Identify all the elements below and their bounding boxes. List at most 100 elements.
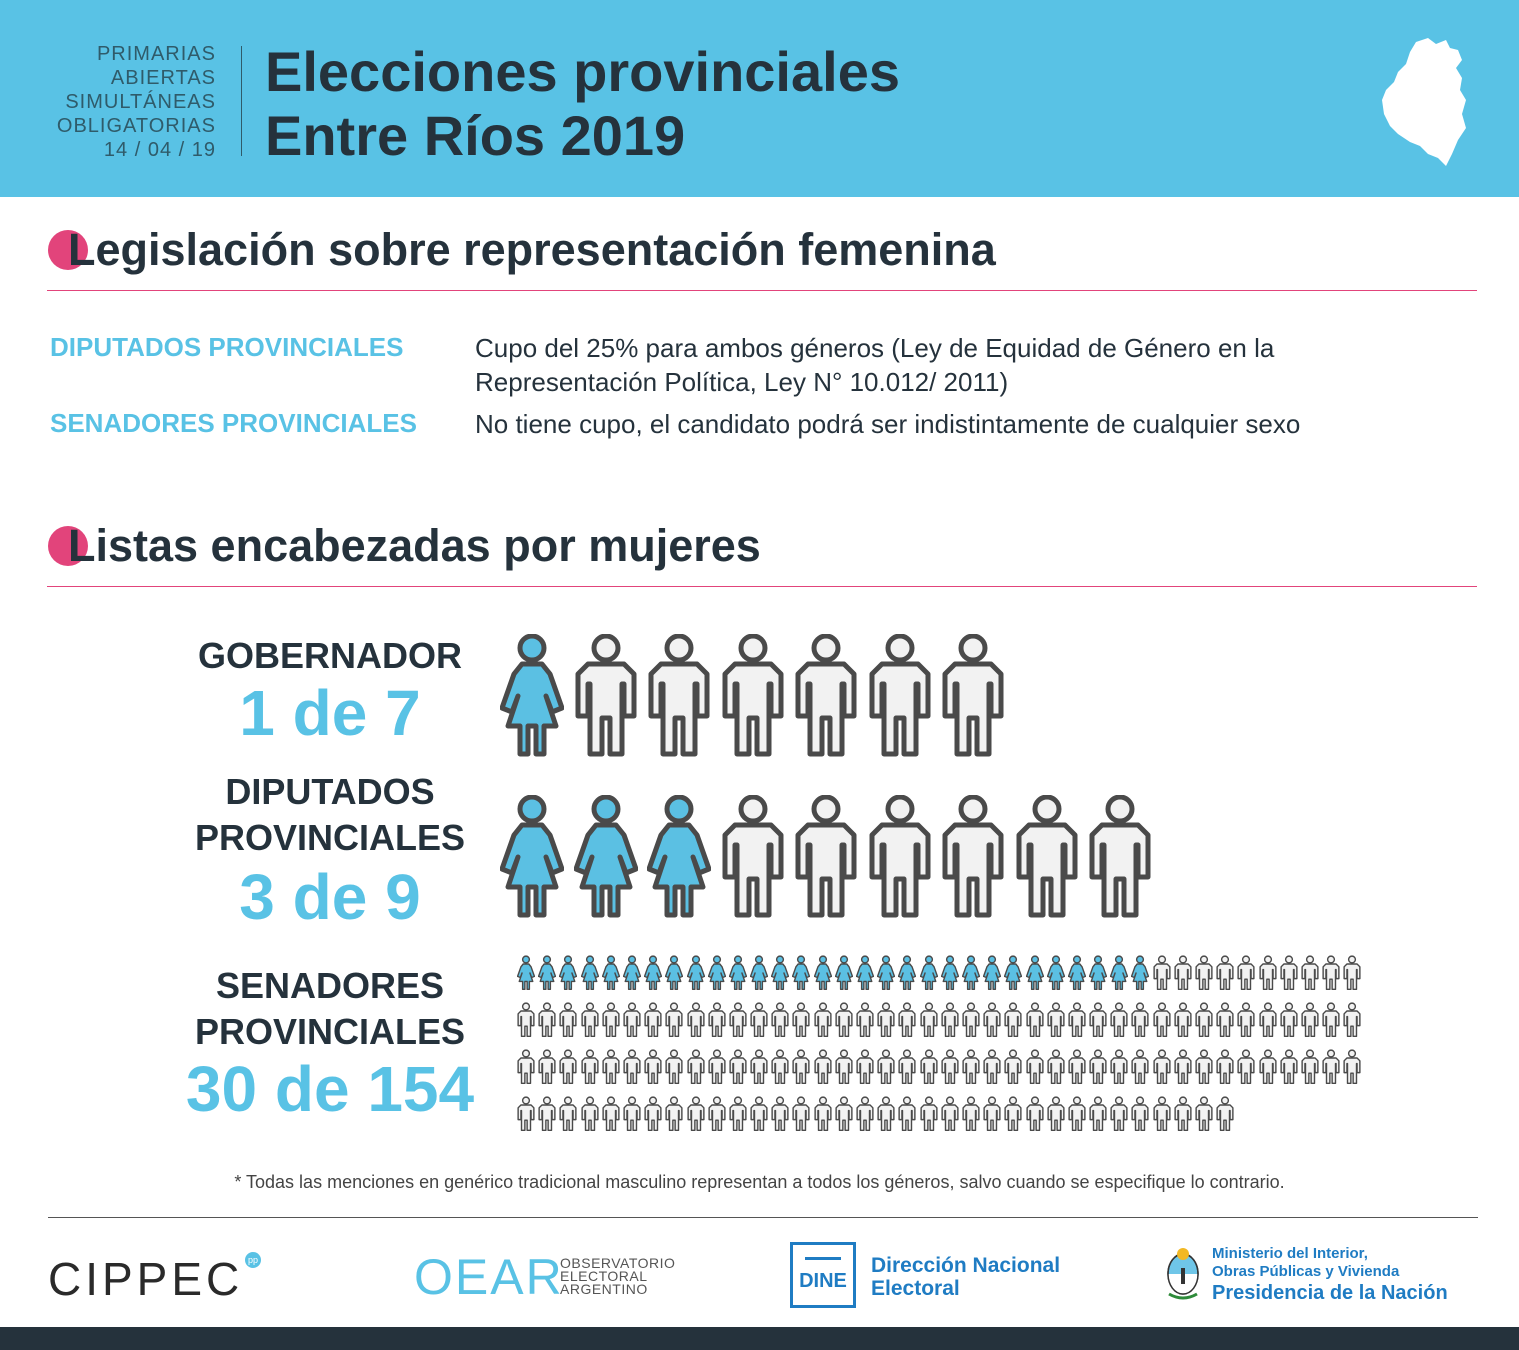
man-figure-icon — [1216, 955, 1234, 991]
footer-divider — [48, 1217, 1478, 1218]
man-figure-icon — [1025, 1002, 1044, 1038]
man-figure-icon — [665, 1096, 683, 1132]
legislation-text-line: No tiene cupo, el candidato podrá ser in… — [475, 409, 1301, 439]
man-figure-icon — [962, 1096, 980, 1132]
man-figure-icon — [623, 1002, 641, 1038]
man-figure-icon — [722, 634, 783, 757]
man-figure-icon — [1047, 1002, 1065, 1038]
man-figure-icon — [559, 1049, 577, 1085]
man-figure-icon — [517, 1049, 535, 1085]
man-figure-icon — [1068, 1002, 1086, 1038]
oear-subtitle-line: OBSERVATORIO — [560, 1255, 676, 1271]
gobernador-label-line: GOBERNADOR — [197, 635, 462, 676]
cippec-logo: CIPPEC — [48, 1253, 244, 1305]
man-figure-icon — [856, 1096, 874, 1132]
man-figure-icon — [983, 1002, 1001, 1038]
man-figure-icon — [644, 1049, 662, 1085]
man-figure-icon — [792, 1096, 811, 1132]
woman-figure-icon — [1004, 955, 1023, 991]
man-figure-icon — [722, 795, 783, 918]
dine-logo-text: DINE — [799, 1270, 847, 1292]
man-figure-icon — [1301, 1002, 1319, 1038]
legislation-section-title: Legislación sobre representación femenin… — [48, 224, 996, 276]
man-figure-icon — [1216, 1096, 1234, 1132]
man-figure-icon — [898, 1049, 916, 1085]
man-figure-icon — [983, 1096, 1001, 1132]
man-figure-icon — [1301, 955, 1319, 991]
page-title: Elecciones provinciales Entre Ríos 2019 — [265, 40, 900, 168]
man-figure-icon — [795, 795, 857, 918]
paso-line-2: ABIERTAS — [110, 67, 216, 89]
woman-figure-icon — [940, 955, 959, 991]
man-figure-icon — [575, 634, 636, 757]
man-figure-icon — [792, 1049, 811, 1085]
man-figure-icon — [1089, 795, 1151, 918]
woman-figure-icon — [750, 955, 769, 991]
man-figure-icon — [602, 1049, 620, 1085]
man-figure-icon — [877, 1049, 895, 1085]
man-figure-icon — [941, 1002, 959, 1038]
woman-figure-icon — [961, 955, 980, 991]
man-figure-icon — [814, 1002, 832, 1038]
gobernador-people-chart — [500, 634, 1015, 758]
man-figure-icon — [538, 1049, 556, 1085]
man-figure-icon — [898, 1002, 916, 1038]
legislation-label-diputados: DIPUTADOS PROVINCIALES — [50, 332, 404, 362]
woman-figure-icon — [573, 795, 638, 918]
man-figure-icon — [1089, 1049, 1107, 1085]
woman-figure-icon — [792, 955, 811, 991]
man-figure-icon — [983, 1049, 1001, 1085]
legislation-text-diputados: Cupo del 25% para ambos géneros (Ley de … — [475, 331, 1485, 399]
man-figure-icon — [1322, 955, 1340, 991]
man-figure-icon — [919, 1049, 938, 1085]
man-figure-icon — [1131, 1049, 1150, 1085]
man-figure-icon — [644, 1096, 662, 1132]
man-figure-icon — [1195, 955, 1213, 991]
header-banner: PRIMARIAS ABIERTAS SIMULTÁNEAS OBLIGATOR… — [0, 0, 1519, 197]
man-figure-icon — [1195, 1096, 1213, 1132]
man-figure-icon — [1068, 1049, 1086, 1085]
diputados-count: 3 de 9 — [239, 861, 421, 933]
man-figure-icon — [1195, 1002, 1213, 1038]
man-figure-icon — [623, 1049, 641, 1085]
man-figure-icon — [1174, 1002, 1192, 1038]
bottom-bar — [0, 1327, 1519, 1350]
paso-line-3: SIMULTÁNEAS — [65, 91, 216, 113]
woman-figure-icon — [580, 955, 599, 991]
woman-figure-icon — [500, 795, 564, 918]
legislation-text-line: Cupo del 25% para ambos géneros (Ley de … — [475, 333, 1275, 363]
dine-name-line: Dirección Nacional — [871, 1254, 1061, 1277]
woman-figure-icon — [1089, 955, 1108, 991]
man-figure-icon — [538, 1096, 556, 1132]
woman-figure-icon — [834, 955, 853, 991]
section-bullet-icon — [48, 526, 88, 566]
man-figure-icon — [729, 1002, 747, 1038]
man-figure-icon — [869, 634, 930, 757]
woman-figure-icon — [517, 955, 535, 991]
page-title-line-1: Elecciones provinciales — [265, 40, 900, 103]
man-figure-icon — [729, 1096, 747, 1132]
man-figure-icon — [1153, 1049, 1171, 1085]
man-figure-icon — [795, 634, 857, 757]
oear-subtitle: OBSERVATORIO ELECTORAL ARGENTINO — [560, 1255, 676, 1296]
man-figure-icon — [919, 1002, 938, 1038]
man-figure-icon — [517, 1096, 535, 1132]
paso-date: 14 / 04 / 19 — [103, 139, 216, 161]
diputados-people-chart — [500, 795, 1162, 919]
man-figure-icon — [729, 1049, 747, 1085]
woman-figure-icon — [622, 955, 641, 991]
man-figure-icon — [1004, 1049, 1022, 1085]
man-figure-icon — [1004, 1096, 1022, 1132]
man-figure-icon — [1237, 955, 1255, 991]
man-figure-icon — [648, 634, 710, 757]
man-figure-icon — [1280, 1049, 1298, 1085]
gobernador-count: 1 de 7 — [239, 677, 421, 749]
man-figure-icon — [942, 634, 1004, 757]
man-figure-icon — [1322, 1049, 1340, 1085]
dine-name: Dirección Nacional Electoral — [871, 1254, 1060, 1300]
man-figure-icon — [1089, 1002, 1107, 1038]
man-figure-icon — [877, 1002, 895, 1038]
man-figure-icon — [919, 1096, 938, 1132]
man-figure-icon — [856, 1002, 874, 1038]
ministry-line: Ministerio del Interior, — [1212, 1245, 1368, 1262]
